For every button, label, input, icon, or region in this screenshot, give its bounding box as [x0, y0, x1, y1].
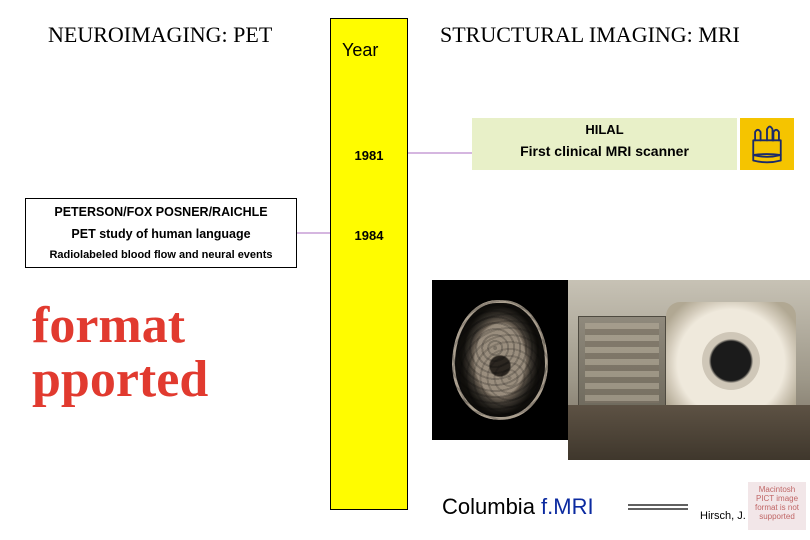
footer-brand: Columbia f.MRI — [442, 494, 594, 520]
scanner-bore — [702, 332, 760, 390]
heading-mri: STRUCTURAL IMAGING: MRI — [440, 22, 740, 48]
connector-1981 — [408, 152, 472, 154]
year-1981: 1981 — [344, 148, 394, 163]
event-pet-authors: PETERSON/FOX POSNER/RAICHLE — [30, 205, 292, 219]
heading-pet: NEUROIMAGING: PET — [48, 22, 272, 48]
year-1984: 1984 — [344, 228, 394, 243]
columbia-crown-icon — [740, 118, 794, 170]
event-hilal-author: HILAL — [472, 122, 737, 137]
footer-brand-colored: f.MRI — [541, 494, 594, 519]
crown-icon — [748, 122, 786, 166]
connector-1984 — [297, 232, 330, 234]
brain-mri-image — [432, 280, 568, 440]
equipment-rack — [578, 316, 666, 410]
unsupported-image-badge: Macintosh PICT image format is not suppo… — [748, 482, 806, 530]
timeline-column — [330, 18, 408, 510]
brain-icon — [452, 300, 548, 420]
placeholder-text-line1: format — [32, 296, 185, 355]
placeholder-text-line2: pported — [32, 350, 208, 409]
timeline-header: Year — [342, 40, 378, 61]
event-hilal-desc: First clinical MRI scanner — [472, 143, 737, 159]
event-pet-language: PETERSON/FOX POSNER/RAICHLE PET study of… — [25, 198, 297, 268]
floor — [568, 405, 810, 460]
footer-brand-prefix: Columbia — [442, 494, 541, 519]
event-pet-title: PET study of human language — [30, 227, 292, 241]
event-pet-detail: Radiolabeled blood flow and neural event… — [30, 249, 292, 261]
event-hilal: HILAL First clinical MRI scanner — [472, 118, 737, 170]
footer-divider — [628, 504, 688, 510]
mri-scanner-photo — [568, 280, 810, 460]
